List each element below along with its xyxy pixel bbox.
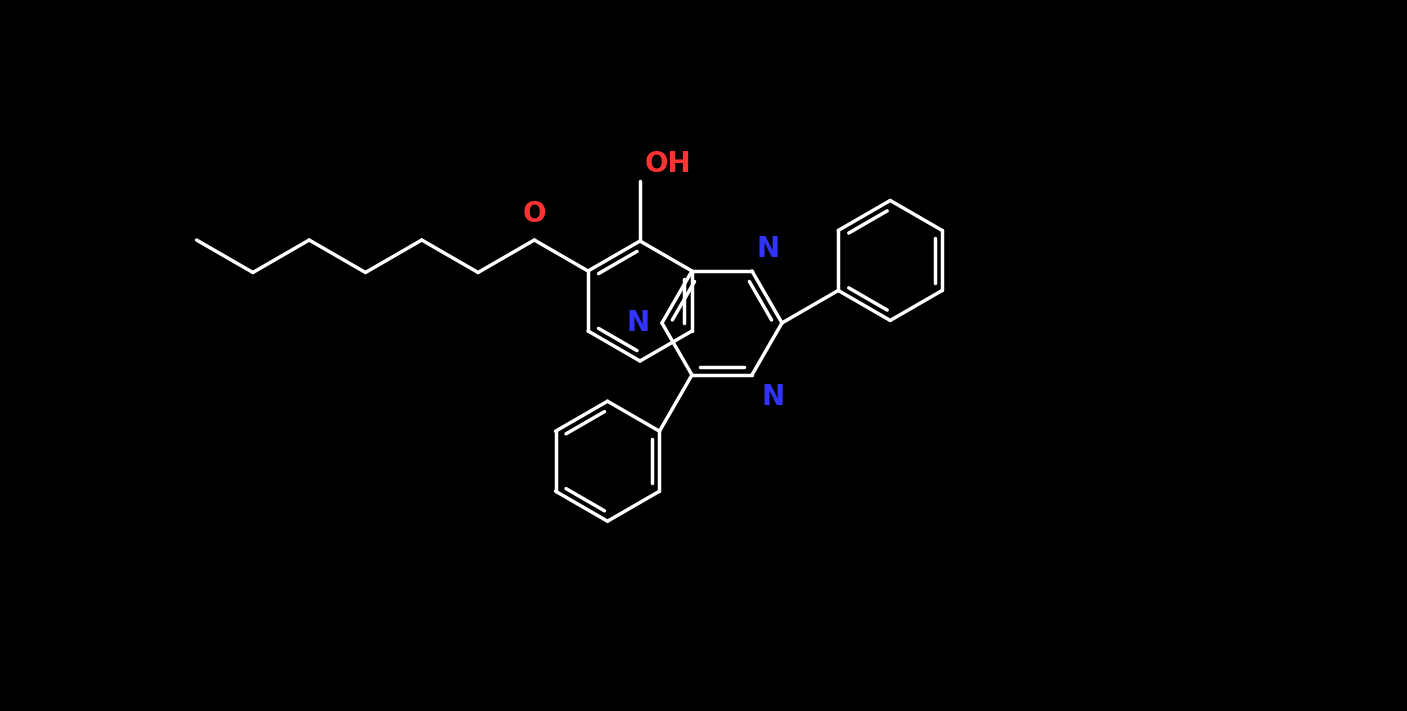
Text: N: N bbox=[757, 235, 779, 263]
Text: N: N bbox=[763, 383, 785, 411]
Text: O: O bbox=[522, 200, 546, 228]
Text: N: N bbox=[628, 309, 650, 337]
Text: OH: OH bbox=[644, 150, 692, 178]
